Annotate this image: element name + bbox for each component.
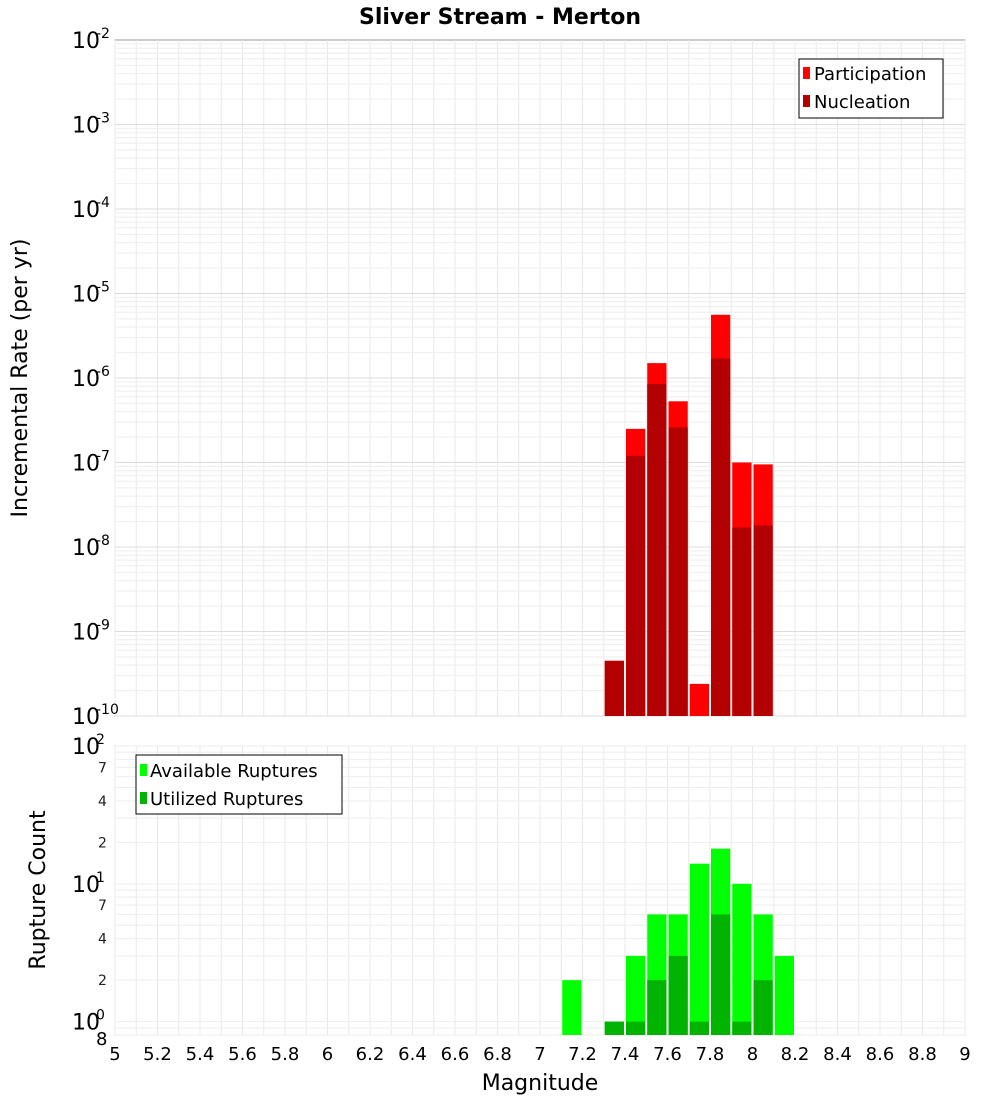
y-tick-exponent: -4	[96, 195, 110, 211]
bar-available-ruptures	[626, 955, 646, 1035]
x-tick-label: 5.4	[186, 1044, 215, 1065]
y-minor-tick-label: 7	[98, 898, 107, 914]
y-tick-exponent: -7	[96, 449, 110, 465]
legend-label-nucleation: Nucleation	[814, 92, 910, 113]
bar-nucleation	[711, 358, 731, 716]
x-tick-label: 7.6	[653, 1044, 682, 1065]
x-tick-label: 5.2	[143, 1044, 172, 1065]
x-axis-ticks: 5 5.2 5.4 5.6 5.8 6 6.2 6.4 6.6 6.8 7 7.2 7.4 7.6 7.8 8…	[109, 1044, 970, 1065]
rate-plot-legend: Participation Nucleation	[798, 58, 944, 119]
y-tick-exponent: -9	[96, 618, 110, 634]
y-minor-tick-label: 4	[98, 932, 107, 948]
x-tick-label: 6.4	[398, 1044, 427, 1065]
count-plot-bars	[562, 848, 794, 1035]
x-tick-label: 5.8	[271, 1044, 300, 1065]
legend-swatch-participation	[803, 67, 810, 79]
bar-nucleation	[753, 525, 773, 716]
count-plot-legend: Available Ruptures Utilized Ruptures	[135, 754, 343, 815]
y-tick-exponent: -5	[96, 280, 110, 296]
x-tick-label: 7.2	[568, 1044, 597, 1065]
x-tick-label: 8	[747, 1044, 758, 1065]
count-plot-y-axis-label: Rupture Count	[26, 810, 51, 970]
rate-plot-panel: 10-210-310-410-510-610-710-810-910-10 In…	[8, 26, 966, 730]
bar-utilized-ruptures	[668, 955, 688, 1035]
x-tick-label: 5	[109, 1044, 120, 1065]
x-tick-label: 5.6	[228, 1044, 257, 1065]
y-tick-label: 10	[72, 735, 100, 760]
legend-label-utilized-ruptures: Utilized Ruptures	[150, 789, 303, 810]
bar-utilized-ruptures	[689, 1021, 709, 1035]
x-tick-label: 6.8	[483, 1044, 512, 1065]
bar-utilized-ruptures	[647, 980, 667, 1035]
y-tick-exponent: -2	[96, 26, 110, 42]
x-tick-label: 6	[322, 1044, 333, 1065]
y-tick-label: 10	[72, 705, 100, 730]
rate-plot-legend-box	[798, 58, 944, 119]
bar-nucleation	[647, 383, 667, 716]
y-tick-exponent: -8	[96, 533, 110, 549]
y-tick-label: 10	[72, 873, 100, 898]
bar-nucleation	[668, 427, 688, 716]
legend-swatch-available-ruptures	[140, 764, 147, 776]
y-tick-exponent: 1	[96, 870, 105, 886]
y-tick-label: 10	[72, 114, 100, 139]
chart-title: Sliver Stream - Merton	[359, 5, 641, 30]
rate-plot-y-ticks: 10-210-310-410-510-610-710-810-910-10	[72, 26, 119, 730]
y-minor-tick-label: 8	[96, 1029, 107, 1050]
rate-plot-y-axis-label: Incremental Rate (per yr)	[8, 239, 33, 518]
y-tick-label: 10	[72, 452, 100, 477]
legend-swatch-nucleation	[803, 95, 810, 107]
bar-utilized-ruptures	[711, 914, 731, 1035]
legend-label-participation: Participation	[814, 64, 926, 85]
x-tick-label: 6.2	[356, 1044, 385, 1065]
bar-available-ruptures	[774, 955, 794, 1035]
x-tick-label: 8.8	[908, 1044, 937, 1065]
y-tick-label: 10	[72, 621, 100, 646]
x-tick-label: 7.4	[611, 1044, 640, 1065]
y-tick-label: 10	[72, 536, 100, 561]
bar-participation	[689, 683, 709, 716]
bar-utilized-ruptures	[732, 1021, 752, 1035]
y-tick-label: 10	[72, 283, 100, 308]
bar-utilized-ruptures	[604, 1021, 624, 1035]
legend-label-available-ruptures: Available Ruptures	[150, 761, 318, 782]
bar-available-ruptures	[732, 883, 752, 1035]
rate-plot-grid	[114, 40, 966, 717]
bar-nucleation	[626, 455, 646, 716]
y-tick-exponent: -10	[96, 702, 119, 718]
count-plot-legend-box	[135, 754, 343, 815]
y-tick-exponent: 0	[96, 1008, 105, 1024]
y-minor-tick-label: 2	[98, 835, 107, 851]
bar-utilized-ruptures	[753, 980, 773, 1035]
x-tick-label: 8.2	[781, 1044, 810, 1065]
y-tick-label: 10	[72, 198, 100, 223]
x-tick-label: 7	[534, 1044, 545, 1065]
rate-plot-bars	[604, 314, 773, 716]
bar-available-ruptures	[689, 863, 709, 1035]
legend-swatch-utilized-ruptures	[140, 792, 147, 804]
x-tick-label: 6.6	[441, 1044, 470, 1065]
y-tick-label: 10	[72, 1011, 100, 1036]
y-tick-exponent: -6	[96, 364, 110, 380]
bar-nucleation	[732, 527, 752, 716]
x-axis-label: Magnitude	[482, 1071, 599, 1096]
x-tick-label: 9	[959, 1044, 970, 1065]
y-tick-exponent: -3	[96, 111, 110, 127]
x-tick-label: 7.8	[696, 1044, 725, 1065]
y-tick-label: 10	[72, 367, 100, 392]
bar-utilized-ruptures	[626, 1021, 646, 1035]
y-minor-tick-label: 2	[98, 973, 107, 989]
bar-available-ruptures	[562, 980, 582, 1035]
y-tick-label: 10	[72, 29, 100, 54]
bar-nucleation	[604, 660, 624, 716]
y-tick-exponent: 2	[96, 732, 105, 748]
y-minor-tick-label: 7	[98, 760, 107, 776]
x-tick-label: 8.6	[866, 1044, 895, 1065]
x-tick-label: 8.4	[823, 1044, 852, 1065]
y-minor-tick-label: 4	[98, 794, 107, 810]
